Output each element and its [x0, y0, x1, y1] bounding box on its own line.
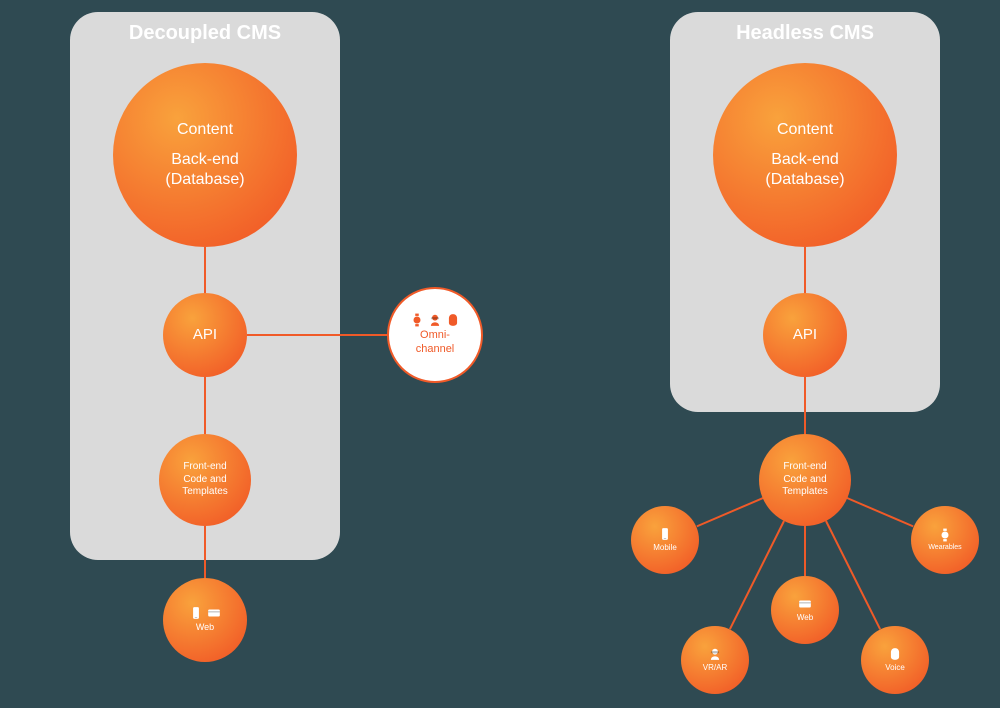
- decoupled-frontend-node: Front-endCode andTemplates: [159, 434, 251, 526]
- edge: [204, 247, 206, 293]
- decoupled-content-node: Content Back-end(Database): [113, 63, 297, 247]
- edge: [804, 247, 806, 293]
- headless-voice-node: Voice: [861, 626, 929, 694]
- headless-mobile-node: Mobile: [631, 506, 699, 574]
- voice-icon: [888, 647, 902, 661]
- edge: [804, 377, 806, 434]
- card-icon: [798, 597, 812, 611]
- headless-vrar-node: VR/AR: [681, 626, 749, 694]
- r_mobile-icons: [658, 527, 672, 541]
- node-text: API: [193, 326, 217, 345]
- node-text: Code and: [183, 474, 226, 487]
- headless-frontend-node: Front-endCode andTemplates: [759, 434, 851, 526]
- node-text: Voice: [885, 663, 905, 673]
- node-text: (Database): [765, 170, 844, 190]
- edge: [804, 526, 806, 576]
- r_wear-icons: [938, 528, 952, 542]
- l_omni-icons: [410, 313, 460, 327]
- vr-icon: [708, 647, 722, 661]
- headless-content-node: Content Back-end(Database): [713, 63, 897, 247]
- edge: [204, 377, 206, 434]
- voice-icon: [446, 313, 460, 327]
- node-text: API: [793, 326, 817, 345]
- node-text: Front-end: [783, 461, 826, 474]
- edge: [696, 497, 763, 527]
- omnichannel-node: Omni-channel: [387, 287, 483, 383]
- node-text: Templates: [182, 486, 228, 499]
- decoupled-title: Decoupled CMS: [70, 22, 340, 45]
- node-text: Web: [797, 613, 813, 623]
- node-text: Omni-: [420, 329, 450, 343]
- edge: [247, 334, 387, 336]
- headless-api-node: API: [763, 293, 847, 377]
- phone-icon: [658, 527, 672, 541]
- node-text: Wearables: [928, 544, 961, 553]
- edge: [847, 497, 914, 527]
- edge: [204, 526, 206, 578]
- decoupled-api-node: API: [163, 293, 247, 377]
- l_web-icons: [189, 606, 221, 620]
- r_vrar-icons: [708, 647, 722, 661]
- vr-icon: [428, 313, 442, 327]
- node-text: Mobile: [653, 543, 677, 553]
- watch-icon: [410, 313, 424, 327]
- node-text: VR/AR: [703, 663, 727, 673]
- node-text: (Database): [165, 170, 244, 190]
- node-text: Back-end: [171, 150, 239, 170]
- r_voice-icons: [888, 647, 902, 661]
- headless-title: Headless CMS: [670, 22, 940, 45]
- node-text: Web: [196, 622, 214, 633]
- r_web-icons: [798, 597, 812, 611]
- node-text: Front-end: [183, 461, 226, 474]
- watch-icon: [938, 528, 952, 542]
- headless-wearables-node: Wearables: [911, 506, 979, 574]
- node-text: Content: [777, 120, 833, 140]
- node-text: Code and: [783, 474, 826, 487]
- node-text: Templates: [782, 486, 828, 499]
- node-text: Back-end: [771, 150, 839, 170]
- phone-icon: [189, 606, 203, 620]
- node-text: Content: [177, 120, 233, 140]
- card-icon: [207, 606, 221, 620]
- node-text: channel: [416, 343, 455, 357]
- decoupled-web-node: Web: [163, 578, 247, 662]
- headless-web-node: Web: [771, 576, 839, 644]
